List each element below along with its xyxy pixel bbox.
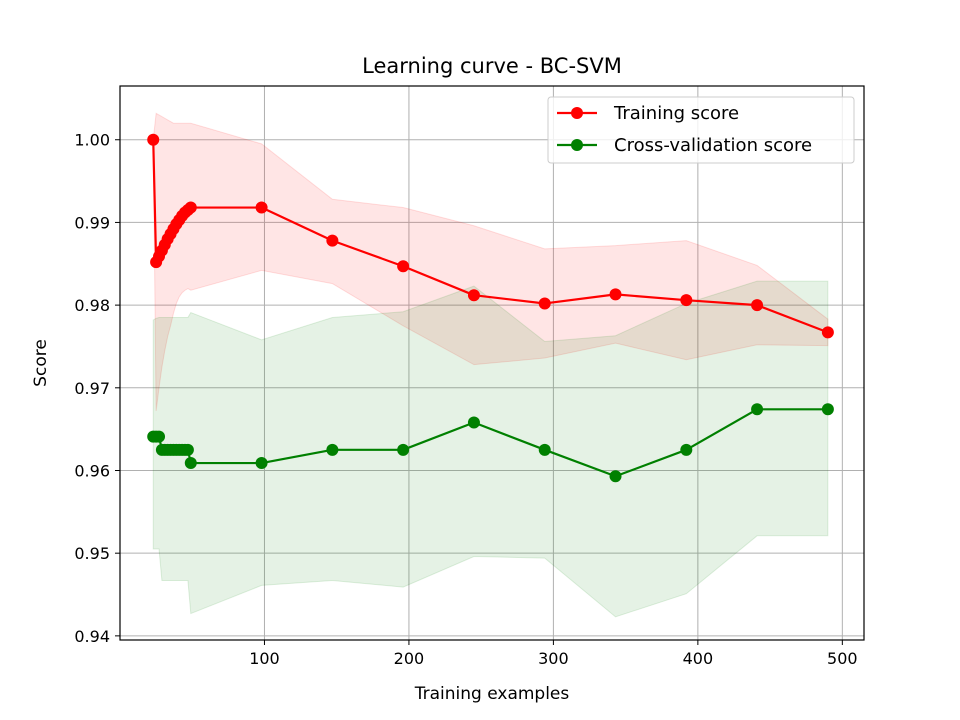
- training-score-point: [538, 297, 551, 310]
- grid-lines: [120, 86, 864, 640]
- cv-score-point: [821, 403, 834, 416]
- cv-score-point: [326, 443, 339, 456]
- x-tick-label: 300: [538, 649, 569, 668]
- cv-score-point: [609, 470, 622, 483]
- y-tick-label: 1.00: [74, 131, 110, 150]
- y-axis-label: Score: [31, 339, 51, 387]
- cv-score-band: [152, 280, 829, 618]
- chart-title: Learning curve - BC-SVM: [362, 54, 622, 78]
- training-score-point: [147, 133, 160, 146]
- x-tick-label: 100: [249, 649, 280, 668]
- cv-score-point: [184, 457, 197, 470]
- y-tick-label: 0.99: [74, 213, 110, 232]
- y-tick-label: 0.98: [74, 296, 110, 315]
- training-score-point: [184, 201, 197, 214]
- training-score-point: [467, 289, 480, 302]
- series-lines: [147, 133, 834, 483]
- x-tick-label: 500: [827, 649, 858, 668]
- legend-training-marker: [571, 107, 583, 119]
- training-score-point: [326, 234, 339, 247]
- y-tick-label: 0.97: [74, 379, 110, 398]
- training-score-point: [680, 294, 693, 307]
- training-score-point: [255, 201, 268, 214]
- y-axis-ticks: 0.94 0.95 0.96 0.97 0.98 0.99 1.00: [74, 131, 120, 646]
- training-score-point: [751, 299, 764, 312]
- x-axis-label: Training examples: [414, 684, 570, 704]
- training-score-point: [821, 326, 834, 339]
- legend-training-label: Training score: [613, 103, 739, 124]
- cv-score-point: [153, 430, 166, 443]
- x-tick-label: 400: [683, 649, 714, 668]
- cv-score-point: [181, 443, 194, 456]
- cv-score-point: [467, 416, 480, 429]
- plot-frame: [119, 85, 865, 641]
- cv-score-point: [397, 443, 410, 456]
- cv-score-point: [751, 403, 764, 416]
- y-tick-label: 0.96: [74, 461, 110, 480]
- training-score-point: [609, 288, 622, 301]
- cv-score-point: [538, 443, 551, 456]
- legend-cv-marker: [571, 139, 583, 151]
- cv-score-point: [255, 457, 268, 470]
- cv-score-point: [680, 443, 693, 456]
- legend: Training score Cross-validation score: [547, 96, 855, 164]
- y-tick-label: 0.95: [74, 544, 110, 563]
- legend-cv-label: Cross-validation score: [614, 135, 812, 156]
- x-axis-ticks: 100 200 300 400 500: [249, 640, 858, 668]
- training-score-point: [397, 260, 410, 273]
- y-tick-label: 0.94: [74, 627, 110, 646]
- legend-box: [547, 96, 855, 164]
- x-tick-label: 200: [394, 649, 425, 668]
